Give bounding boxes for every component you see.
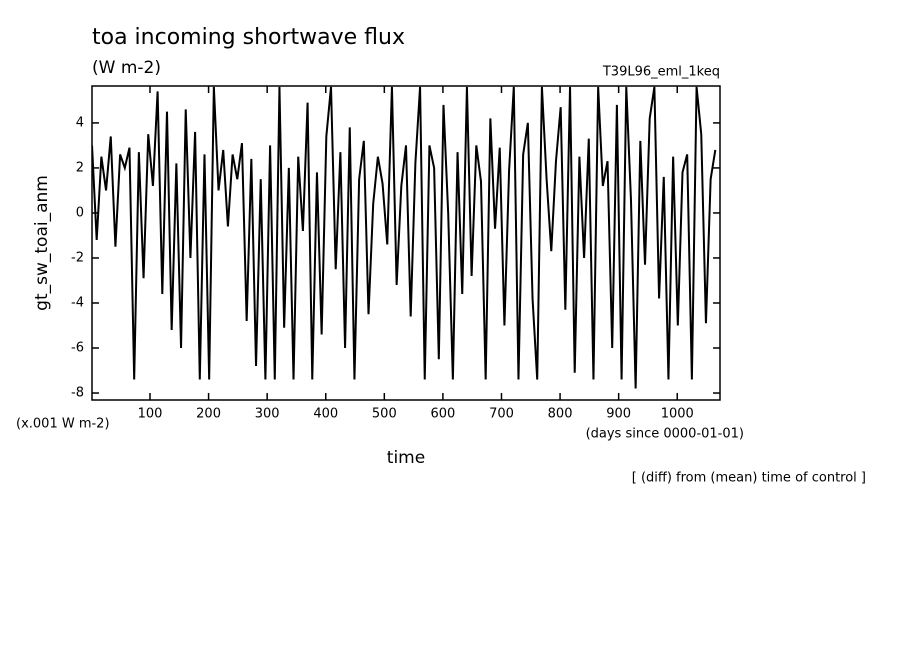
x-tick-label: 400 [313,407,338,422]
x-tick-label: 700 [489,407,514,422]
chart-title: toa incoming shortwave flux [92,25,405,50]
x-tick-label: 900 [606,407,631,422]
y-tick-label: -4 [71,295,84,310]
subtitle: (W m-2) [92,58,161,78]
data-line [92,86,717,389]
y-tick-label: -2 [71,250,84,265]
y-tick-label: 2 [76,160,84,175]
x-tick-label: 100 [138,407,163,422]
y-unit-note: (x.001 W m-2) [16,417,110,432]
x-tick-label: 200 [196,407,221,422]
x-unit-note: (days since 0000-01-01) [586,427,744,442]
y-tick-label: -6 [71,341,84,356]
plot-area [92,86,717,389]
x-tick-label: 800 [548,407,573,422]
x-axis-label: time [387,448,425,468]
x-tick-label: 1000 [661,407,694,422]
y-tick-label: 0 [76,205,84,220]
run-label: T39L96_eml_1keq [602,65,720,80]
x-tick-label: 500 [372,407,397,422]
x-tick-label: 600 [430,407,455,422]
y-tick-label: -8 [71,386,84,401]
y-axis-label: gt_sw_toai_anm [32,175,52,311]
y-tick-label: 4 [76,115,84,130]
plot-frame [91,85,721,401]
x-tick-label: 300 [255,407,280,422]
footer: [ (diff) from (mean) time of control ] [632,471,866,486]
